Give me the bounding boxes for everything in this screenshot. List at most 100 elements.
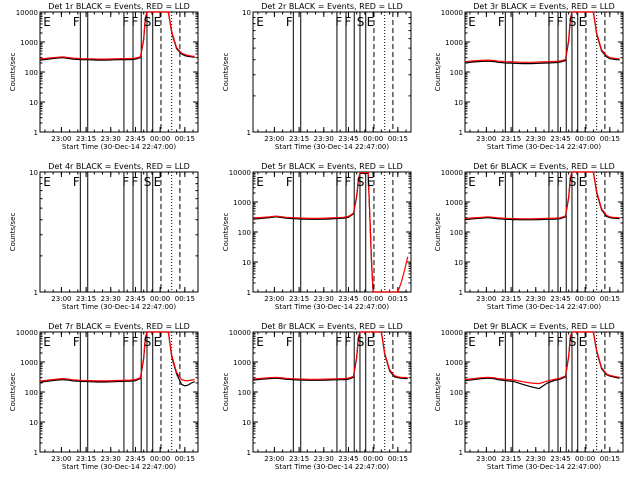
x-axis-label: Start Time (30-Dec-14 22:47:00) bbox=[275, 303, 389, 311]
x-tick-label: 23:45 bbox=[338, 455, 358, 463]
panel-title: Det 4r BLACK = Events, RED = LLD bbox=[48, 162, 190, 171]
y-tick-label: 1000 bbox=[445, 359, 463, 367]
y-tick-label: 1000 bbox=[20, 359, 38, 367]
event-marker: E bbox=[579, 335, 587, 349]
event-marker: E bbox=[367, 15, 375, 29]
x-tick-label: 00:00 bbox=[575, 295, 595, 303]
x-tick-label: 23:45 bbox=[550, 295, 570, 303]
x-tick-label: 23:30 bbox=[101, 295, 121, 303]
plot-frame bbox=[464, 171, 624, 293]
x-axis-label: Start Time (30-Dec-14 22:47:00) bbox=[275, 143, 389, 151]
x-tick-label: 00:15 bbox=[175, 135, 195, 143]
x-tick-label: 00:00 bbox=[363, 135, 383, 143]
x-tick-label: 00:00 bbox=[575, 455, 595, 463]
panel-title: Det 8r BLACK = Events, RED = LLD bbox=[261, 322, 403, 331]
x-tick-label: 23:45 bbox=[125, 455, 145, 463]
series-line-events bbox=[464, 11, 620, 65]
x-tick-label: 00:00 bbox=[150, 455, 170, 463]
event-marker: S bbox=[144, 175, 152, 189]
event-marker: S bbox=[144, 15, 152, 29]
y-tick-label: 100 bbox=[450, 69, 463, 77]
event-marker: F bbox=[73, 335, 80, 349]
y-tick-label: 100 bbox=[238, 229, 251, 237]
x-axis-label: Start Time (30-Dec-14 22:47:00) bbox=[62, 143, 176, 151]
x-axis-label: Start Time (30-Dec-14 22:47:00) bbox=[62, 463, 176, 471]
series-line-lld bbox=[464, 171, 620, 220]
event-marker: E bbox=[468, 175, 476, 189]
event-marker: F bbox=[344, 15, 351, 29]
y-tick-label: 1 bbox=[247, 289, 251, 297]
y-tick-label: 10000 bbox=[229, 169, 251, 177]
y-tick-label: 10000 bbox=[16, 329, 38, 337]
event-marker: E bbox=[43, 335, 51, 349]
x-tick-label: 23:00 bbox=[264, 455, 284, 463]
y-tick-label: 10 bbox=[454, 99, 463, 107]
y-tick-label: 100 bbox=[450, 389, 463, 397]
x-tick-label: 23:15 bbox=[76, 295, 96, 303]
x-tick-label: 00:00 bbox=[150, 135, 170, 143]
panel-title: Det 2r BLACK = Events, RED = LLD bbox=[261, 2, 403, 11]
x-tick-label: 23:30 bbox=[314, 295, 334, 303]
event-marker: E bbox=[468, 335, 476, 349]
x-tick-label: 23:15 bbox=[289, 455, 309, 463]
y-axis-label: Counts/sec bbox=[434, 53, 442, 92]
event-marker: E bbox=[154, 15, 162, 29]
event-marker: E bbox=[43, 15, 51, 29]
x-tick-label: 23:45 bbox=[125, 295, 145, 303]
event-marker: F bbox=[286, 335, 293, 349]
x-tick-label: 23:00 bbox=[264, 295, 284, 303]
detector-panel-7: Det 7r BLACK = Events, RED = LLD 1 10 100 10… bbox=[9, 322, 199, 471]
event-marker: S bbox=[357, 175, 365, 189]
panel-title: Det 9r BLACK = Events, RED = LLD bbox=[473, 322, 615, 331]
plot-frame bbox=[39, 331, 199, 453]
event-marker: S bbox=[357, 15, 365, 29]
y-tick-label: 1 bbox=[247, 129, 251, 137]
detector-panel-3: Det 3r BLACK = Events, RED = LLD 1 10 100 10… bbox=[434, 2, 624, 151]
event-marker: F bbox=[547, 335, 554, 349]
plot-frame bbox=[252, 171, 412, 293]
event-marker: F bbox=[131, 175, 138, 189]
event-marker: F bbox=[335, 175, 342, 189]
x-tick-label: 23:30 bbox=[526, 455, 546, 463]
y-axis-label: Counts/sec bbox=[222, 213, 230, 252]
event-marker: E bbox=[256, 175, 264, 189]
event-marker: F bbox=[498, 335, 505, 349]
series-line-lld bbox=[39, 11, 195, 60]
detector-panel-1: Det 1r BLACK = Events, RED = LLD 1 10 100 10… bbox=[9, 2, 199, 151]
x-tick-label: 00:15 bbox=[175, 455, 195, 463]
x-tick-label: 23:00 bbox=[264, 135, 284, 143]
y-tick-label: 10 bbox=[29, 99, 38, 107]
x-tick-label: 00:15 bbox=[600, 135, 620, 143]
y-tick-label: 10000 bbox=[441, 9, 463, 17]
x-tick-label: 23:45 bbox=[550, 455, 570, 463]
x-tick-label: 00:00 bbox=[363, 455, 383, 463]
y-tick-label: 1 bbox=[459, 129, 463, 137]
event-marker: E bbox=[579, 175, 587, 189]
series-line-lld bbox=[252, 331, 408, 380]
y-tick-label: 1000 bbox=[445, 199, 463, 207]
y-axis-label: Counts/sec bbox=[9, 213, 17, 252]
event-marker: F bbox=[122, 175, 129, 189]
detector-panel-6: Det 6r BLACK = Events, RED = LLD 1 10 100 10… bbox=[434, 162, 624, 311]
y-tick-label: 10000 bbox=[16, 9, 38, 17]
x-tick-label: 23:15 bbox=[289, 135, 309, 143]
y-axis-label: Counts/sec bbox=[9, 53, 17, 92]
y-tick-label: 1000 bbox=[233, 199, 251, 207]
y-axis-label: Counts/sec bbox=[434, 373, 442, 412]
event-marker: F bbox=[547, 15, 554, 29]
detector-panel-8: Det 8r BLACK = Events, RED = LLD 1 10 100 10… bbox=[222, 322, 412, 471]
y-tick-label: 1 bbox=[34, 289, 38, 297]
y-tick-label: 10 bbox=[454, 419, 463, 427]
event-marker: S bbox=[569, 15, 577, 29]
x-tick-label: 23:00 bbox=[51, 295, 71, 303]
event-marker: S bbox=[569, 175, 577, 189]
event-marker: F bbox=[286, 175, 293, 189]
x-tick-label: 23:30 bbox=[314, 135, 334, 143]
detector-panel-5: Det 5r BLACK = Events, RED = LLD 1 10 100 10… bbox=[222, 162, 412, 311]
event-marker: F bbox=[547, 175, 554, 189]
event-marker: E bbox=[579, 15, 587, 29]
y-axis-label: Counts/sec bbox=[434, 213, 442, 252]
event-marker: F bbox=[344, 175, 351, 189]
detector-panel-4: Det 4r BLACK = Events, RED = LLD 1 10 Count… bbox=[9, 162, 199, 311]
x-tick-label: 23:00 bbox=[51, 135, 71, 143]
